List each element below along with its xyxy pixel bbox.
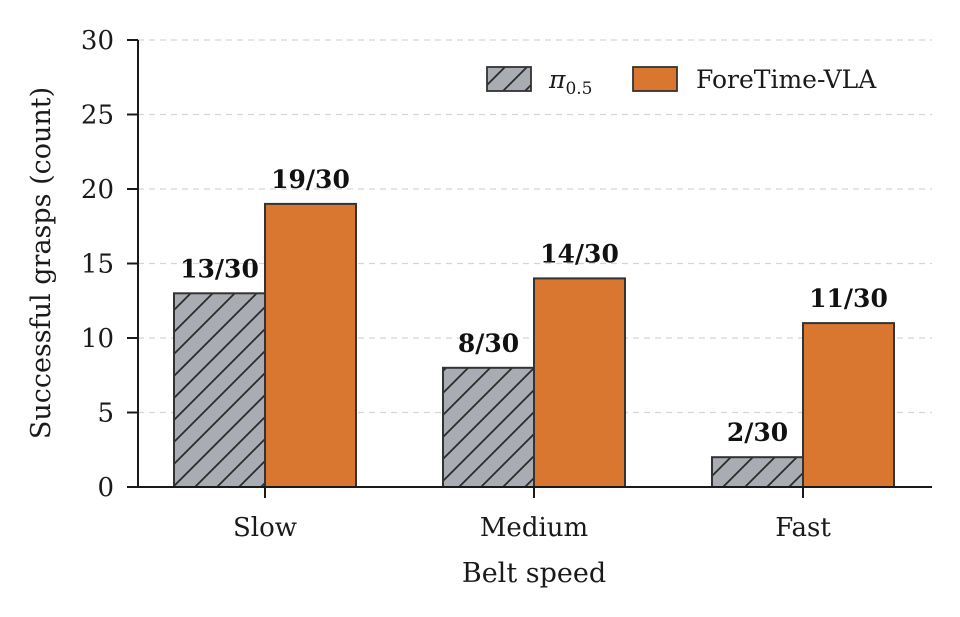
y-tick-label: 30 <box>81 26 114 56</box>
x-tick-label: Slow <box>233 513 297 543</box>
y-axis-title: Successful grasps (count) <box>26 87 57 439</box>
bar <box>442 366 535 488</box>
x-axis-title: Belt speed <box>462 558 606 589</box>
bar-value-label: 8/30 <box>458 329 519 358</box>
x-tick-label: Fast <box>775 513 831 543</box>
y-ticks: 0 5 10 15 20 25 30 <box>81 26 138 503</box>
y-tick-label: 20 <box>81 175 114 205</box>
bar-value-label: 13/30 <box>180 254 259 283</box>
y-tick-label: 15 <box>81 250 114 280</box>
y-tick-label: 10 <box>81 324 114 354</box>
legend-label-foretime: ForeTime-VLA <box>696 65 877 94</box>
x-ticks: Slow Medium Fast <box>233 487 831 543</box>
y-tick-label: 25 <box>81 101 114 131</box>
y-tick-label: 5 <box>97 399 114 429</box>
legend: π0.5 ForeTime-VLA <box>486 65 877 99</box>
bar <box>711 456 804 489</box>
legend-swatch-foretime <box>632 66 678 92</box>
bar-value-label: 14/30 <box>540 239 619 268</box>
y-tick-label: 0 <box>97 473 114 503</box>
legend-swatch-pi05 <box>486 66 532 92</box>
bar-value-label: 2/30 <box>727 418 788 447</box>
bar <box>173 292 266 488</box>
bar-labels: 13/30 8/30 2/30 19/30 14/30 11/30 <box>180 165 888 447</box>
legend-label-pi05-sub: 0.5 <box>565 79 592 99</box>
bars <box>173 202 895 489</box>
x-tick-label: Medium <box>480 513 588 543</box>
bar <box>533 277 626 488</box>
bar <box>264 202 357 488</box>
legend-label-pi05: π0.5 <box>548 65 592 99</box>
bar <box>802 322 895 488</box>
bar-value-label: 11/30 <box>809 284 888 313</box>
bar-value-label: 19/30 <box>271 165 350 194</box>
legend-label-pi05-main: π <box>548 65 566 94</box>
